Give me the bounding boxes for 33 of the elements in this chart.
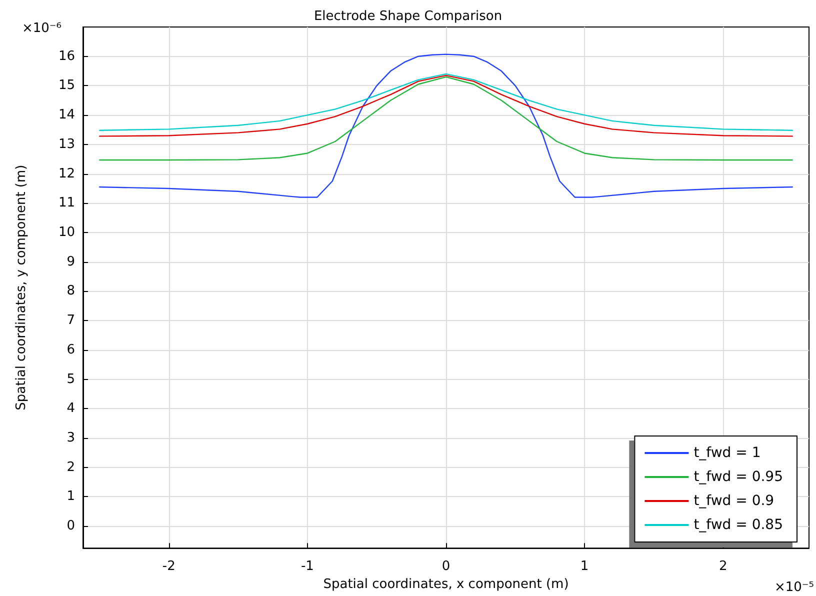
legend-label: t_fwd = 0.9 [694,493,774,509]
y-tick-label: 6 [66,342,75,358]
y-tick-label: 14 [58,108,75,123]
text: ×10⁻⁵ [774,580,814,595]
y-tick-label: 2 [66,460,75,475]
y-tick-label: 15 [58,78,75,94]
y-tick-label: 3 [66,430,75,446]
x-tick-label: 1 [580,559,589,574]
y-tick-label: 5 [66,372,75,387]
x-tick-label: -2 [162,559,176,574]
chart-title: Electrode Shape Comparison [314,9,502,24]
x-tick-label: 2 [718,559,728,574]
y-tick-label: 1 [66,489,75,504]
y-tick-label: 13 [58,136,75,152]
line-series [99,54,793,198]
y-tick-label: 8 [66,284,75,299]
x-axis-title: Spatial coordinates, x component (m) [323,577,569,592]
x-tick-label: -1 [300,559,314,574]
y-tick-label: 10 [58,225,75,240]
y-tick-label: 7 [66,313,75,328]
y-tick-label: 16 [58,48,75,64]
legend-label: t_fwd = 1 [694,445,761,461]
legend-label: t_fwd = 0.85 [694,517,783,533]
text: ×10⁻⁶ [22,21,62,36]
y-tick-label: 9 [66,254,75,270]
y-tick-label: 12 [58,166,75,182]
x-tick-label: 0 [442,559,450,574]
y-tick-label: 0 [66,518,75,534]
y-tick-label: 4 [66,401,75,416]
legend-label: t_fwd = 0.95 [694,469,783,485]
y-tick-label: 11 [58,196,75,211]
y-axis-title: Spatial coordinates, y component (m) [14,164,29,410]
line-series [99,76,793,161]
